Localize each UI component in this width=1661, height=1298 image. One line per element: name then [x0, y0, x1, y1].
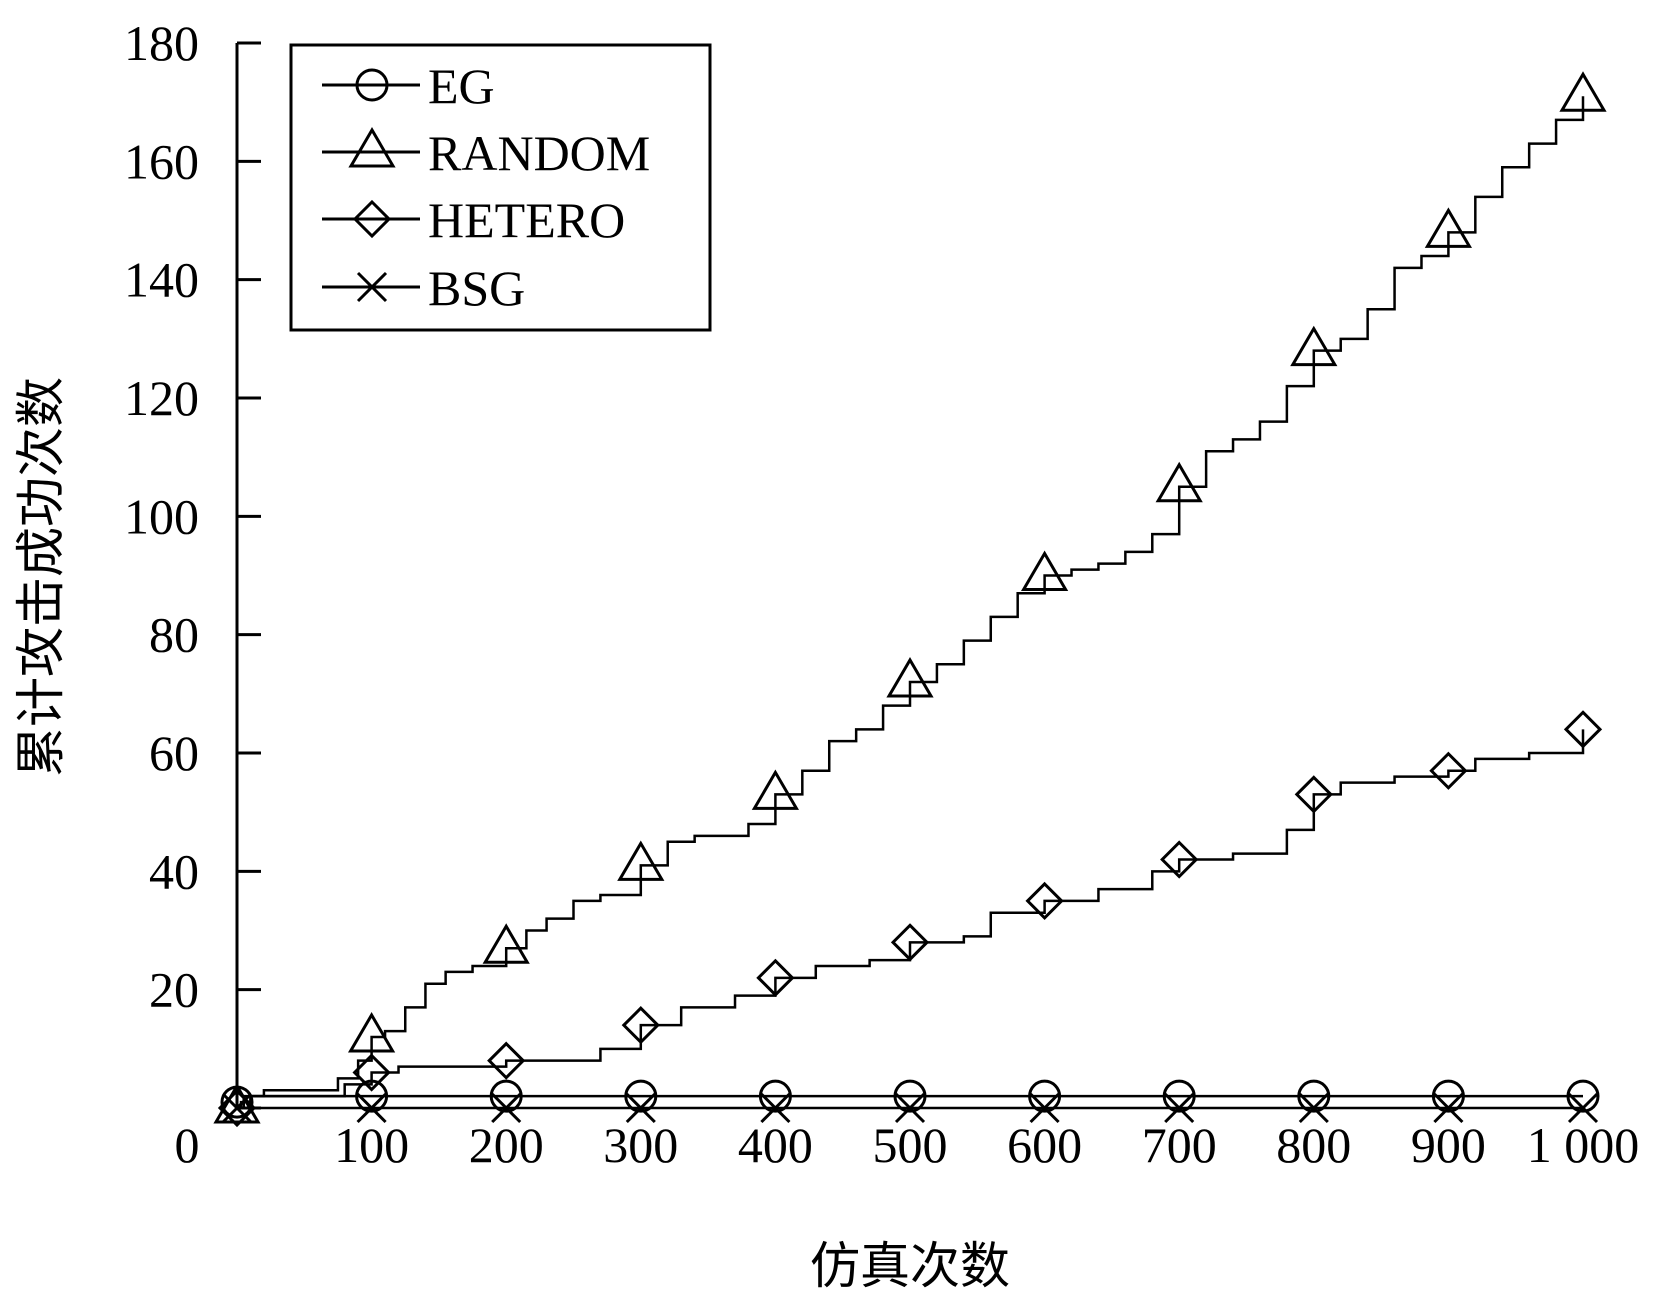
x-tick-label: 900 — [1411, 1117, 1486, 1173]
data-point-bsg — [760, 1092, 791, 1124]
data-point-hetero — [1160, 840, 1199, 879]
data-point-bsg — [1433, 1092, 1464, 1124]
y-tick-label: 140 — [124, 252, 199, 308]
data-point-hetero — [352, 1053, 391, 1092]
data-point-bsg — [1567, 1092, 1599, 1124]
legend-item-hetero: HETERO — [322, 192, 625, 248]
data-point-bsg — [894, 1092, 926, 1124]
data-point-hetero — [621, 1006, 660, 1045]
data-point-eg — [1162, 1079, 1196, 1113]
y-tick-label: 120 — [124, 370, 199, 426]
x-tick-label: 1 000 — [1527, 1117, 1640, 1173]
data-point-random — [886, 657, 934, 698]
y-axis-title: 累计攻击成功次数 — [12, 377, 70, 777]
data-point-bsg — [1164, 1092, 1195, 1124]
data-point-random — [1559, 71, 1607, 112]
data-point-random — [1020, 550, 1069, 591]
data-point-hetero — [890, 923, 930, 962]
y-tick-label: 180 — [124, 15, 199, 71]
legend-label-bsg: BSG — [428, 260, 525, 316]
data-point-random — [482, 923, 530, 964]
data-point-hetero — [217, 1088, 257, 1128]
data-point-hetero — [487, 1041, 526, 1080]
x-tick-label: 300 — [603, 1117, 678, 1173]
data-point-eg — [1028, 1079, 1062, 1113]
series-line-random — [237, 96, 1585, 1110]
legend-item-eg: EG — [322, 58, 495, 114]
series-random — [213, 71, 1607, 1124]
data-point-random — [1155, 461, 1203, 503]
legend-marker-bsg — [356, 271, 388, 303]
data-point-hetero — [1294, 775, 1333, 814]
data-point-random — [347, 1012, 396, 1053]
x-tick-label: 700 — [1142, 1117, 1217, 1173]
series-eg — [220, 1079, 1600, 1119]
data-point-bsg — [356, 1092, 387, 1124]
series-hetero — [217, 710, 1603, 1128]
legend-box — [289, 43, 712, 332]
data-point-hetero — [1563, 710, 1603, 749]
x-tick-label: 0 — [175, 1117, 200, 1173]
data-point-bsg — [221, 1092, 253, 1124]
data-point-hetero — [756, 958, 795, 997]
legend-label-eg: EG — [428, 58, 495, 114]
data-point-hetero — [1429, 751, 1468, 790]
data-point-random — [213, 1083, 261, 1124]
tick-labels: 20 40 60 80 100 120 140 160 180 0 100 200 300 400 500 6… — [124, 15, 1639, 1173]
data-point-bsg — [491, 1092, 522, 1124]
x-axis-title: 仿真次数 — [810, 1237, 1010, 1295]
y-tick-label: 60 — [149, 725, 199, 781]
data-point-random — [617, 840, 665, 881]
data-point-eg — [624, 1079, 658, 1113]
x-tick-label: 100 — [334, 1117, 409, 1173]
axes — [235, 41, 261, 1110]
x-tick-label: 600 — [1007, 1117, 1082, 1173]
data-point-eg — [1431, 1079, 1465, 1113]
data-point-random — [1290, 325, 1338, 367]
x-tick-label: 200 — [469, 1117, 544, 1173]
series-bsg — [221, 1092, 1599, 1124]
legend: EG RANDOM HETERO BSG — [289, 43, 712, 332]
data-point-eg — [758, 1079, 792, 1113]
y-tick-label: 20 — [149, 962, 199, 1018]
legend-item-random: RANDOM — [322, 125, 650, 181]
data-point-eg — [1566, 1079, 1600, 1113]
legend-marker-hetero — [352, 199, 392, 239]
series-line-hetero — [237, 729, 1585, 1110]
data-point-random — [1424, 207, 1473, 248]
data-point-eg — [1297, 1079, 1331, 1113]
x-tick-label: 800 — [1276, 1117, 1351, 1173]
legend-marker-random — [348, 127, 396, 168]
legend-marker-eg — [355, 68, 389, 102]
y-tick-label: 40 — [149, 843, 199, 899]
legend-label-hetero: HETERO — [428, 192, 625, 248]
y-tick-label: 80 — [149, 607, 199, 663]
data-point-bsg — [1029, 1092, 1060, 1124]
legend-label-random: RANDOM — [428, 125, 650, 181]
data-point-bsg — [625, 1092, 656, 1124]
data-point-bsg — [1298, 1092, 1329, 1124]
data-point-eg — [893, 1079, 927, 1113]
data-point-eg — [489, 1079, 523, 1113]
legend-item-bsg: BSG — [322, 260, 525, 316]
y-tick-label: 100 — [124, 488, 199, 544]
y-tick-label: 160 — [124, 133, 199, 189]
data-point-random — [751, 769, 800, 810]
x-tick-label: 500 — [873, 1117, 948, 1173]
data-point-hetero — [1025, 881, 1064, 921]
plot-series — [213, 71, 1607, 1128]
x-tick-label: 400 — [738, 1117, 813, 1173]
